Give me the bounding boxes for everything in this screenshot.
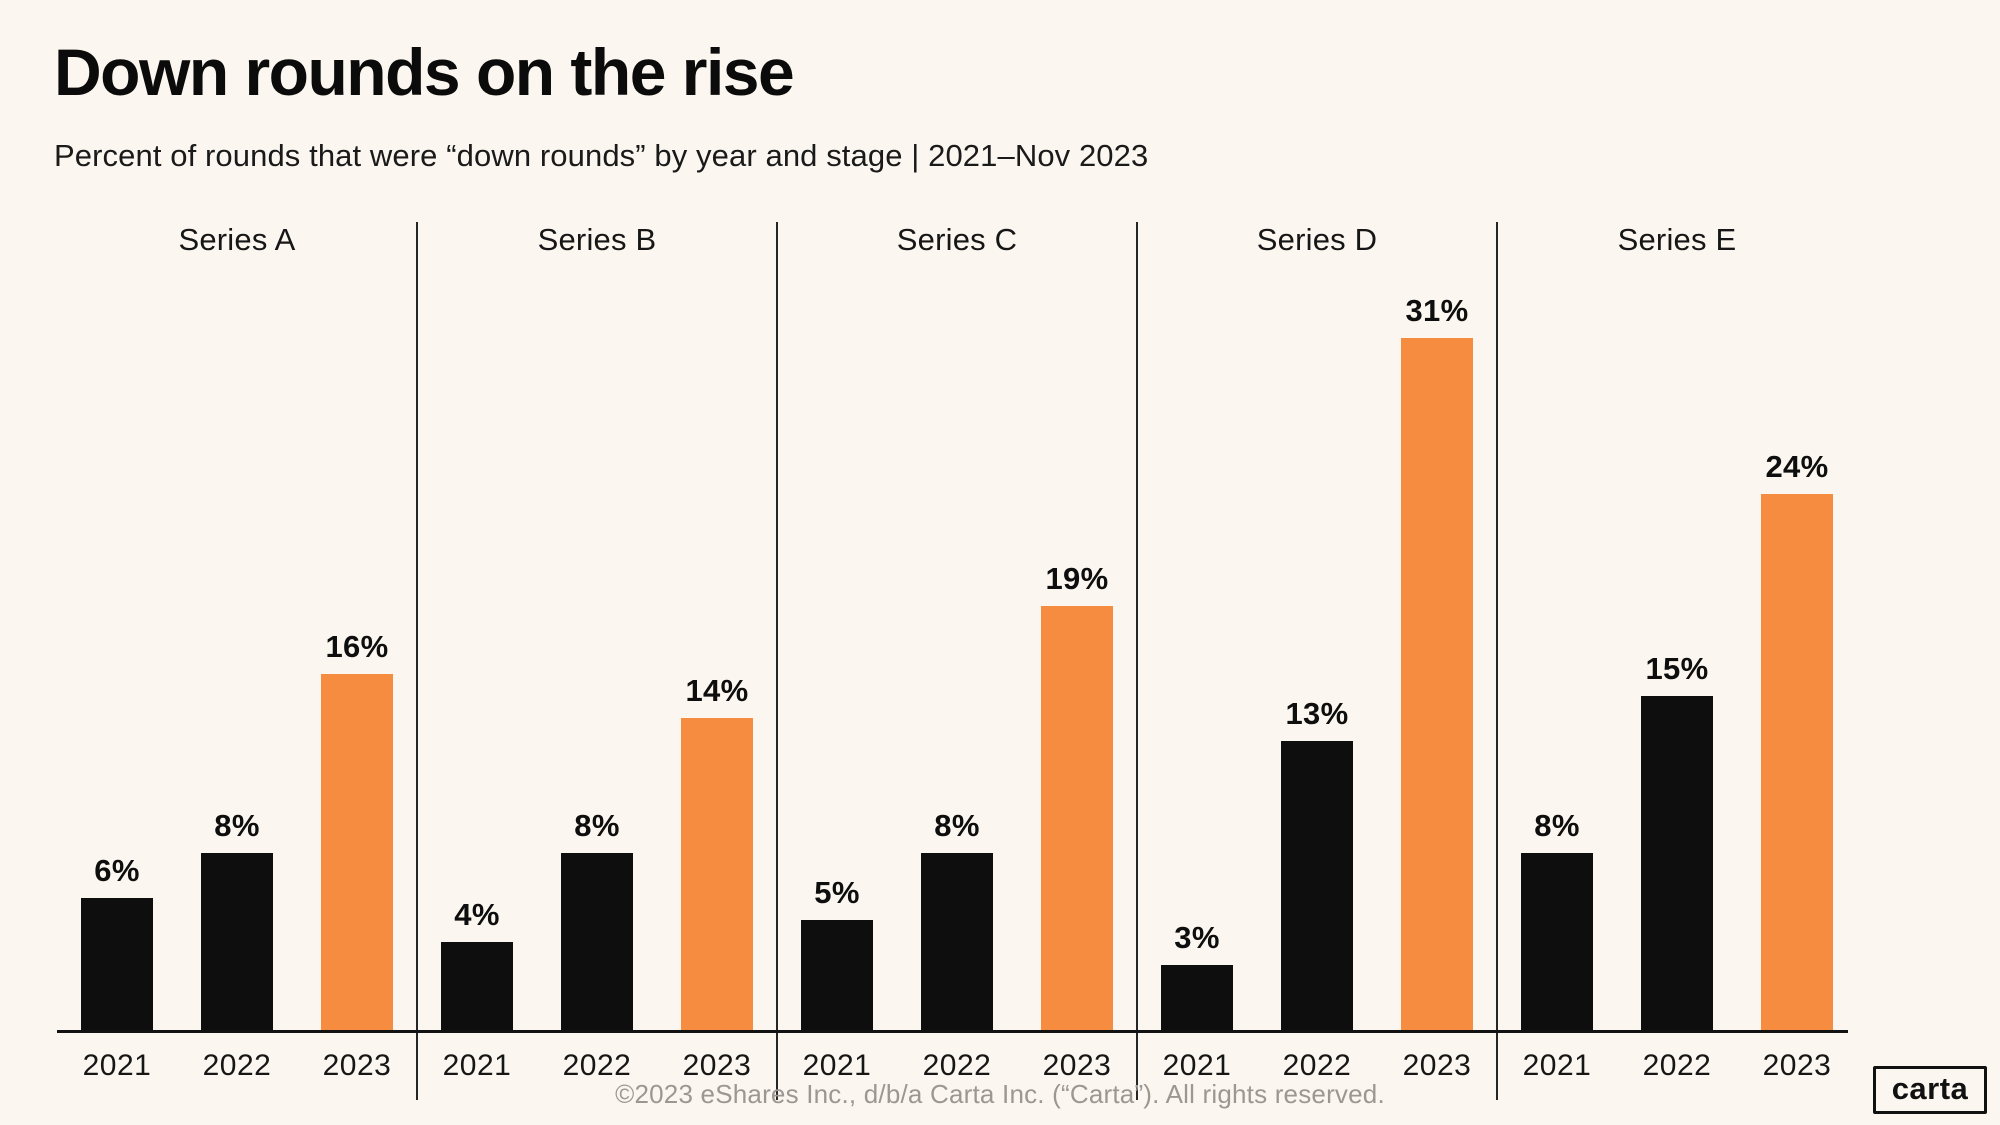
x-tick-label: 2023 <box>1402 1049 1472 1082</box>
chart-title: Down rounds on the rise <box>54 35 795 109</box>
panel-divider <box>776 222 778 1100</box>
bar-cell-2023: 14% <box>657 260 777 1032</box>
bar-cell-2022: 8% <box>897 260 1017 1032</box>
panel-divider <box>1136 222 1138 1100</box>
panel-label: Series D <box>1256 222 1378 257</box>
x-tick-row: 2021 2022 2023 <box>1497 1032 1857 1100</box>
x-tick-label: 2023 <box>682 1049 752 1082</box>
x-tick-row: 2021 2022 2023 <box>777 1032 1137 1100</box>
x-tick-label: 2021 <box>1162 1049 1232 1082</box>
bar-value-label: 4% <box>454 897 500 932</box>
bar-series-c-2023 <box>1041 606 1113 1032</box>
bar-cell-2022: 15% <box>1617 260 1737 1032</box>
panel-label: Series E <box>1617 222 1737 257</box>
bar-cell-2023: 24% <box>1737 260 1857 1032</box>
bar-cell-2022: 13% <box>1257 260 1377 1032</box>
bar-series-b-2022 <box>561 853 633 1032</box>
bar-value-label: 3% <box>1174 920 1220 955</box>
panel-series-e: Series E 8% 15% 24% 2021 2022 2023 <box>1497 220 1857 1100</box>
bar-value-label: 6% <box>94 853 140 888</box>
x-tick-label: 2021 <box>82 1049 152 1082</box>
bars-row: 6% 8% 16% <box>57 260 417 1032</box>
x-tick-row: 2021 2022 2023 <box>1137 1032 1497 1100</box>
x-tick-label: 2023 <box>322 1049 392 1082</box>
bar-value-label: 8% <box>574 808 620 843</box>
bar-cell-2022: 8% <box>177 260 297 1032</box>
bar-series-c-2021 <box>801 920 873 1032</box>
panel-label-row: Series C <box>777 220 1137 260</box>
bar-series-a-2021 <box>81 898 153 1032</box>
bar-cell-2022: 8% <box>537 260 657 1032</box>
bars-row: 5% 8% 19% <box>777 260 1137 1032</box>
panel-divider <box>416 222 418 1100</box>
bar-series-e-2023 <box>1761 494 1833 1032</box>
carta-logo: carta <box>1873 1066 1987 1114</box>
x-tick-label: 2022 <box>1282 1049 1352 1082</box>
panel-label: Series A <box>178 222 296 257</box>
x-tick-label: 2022 <box>562 1049 632 1082</box>
bar-series-d-2021 <box>1161 965 1233 1032</box>
bar-cell-2021: 6% <box>57 260 177 1032</box>
panel-label-row: Series B <box>417 220 777 260</box>
bar-cell-2021: 8% <box>1497 260 1617 1032</box>
panel-label-row: Series D <box>1137 220 1497 260</box>
bar-value-label: 14% <box>685 673 749 708</box>
bar-cell-2021: 5% <box>777 260 897 1032</box>
x-axis-line <box>57 1030 1848 1033</box>
bar-value-label: 15% <box>1645 651 1709 686</box>
bar-cell-2023: 19% <box>1017 260 1137 1032</box>
bar-series-d-2022 <box>1281 741 1353 1032</box>
bars-row: 4% 8% 14% <box>417 260 777 1032</box>
bar-value-label: 8% <box>934 808 980 843</box>
bars-row: 8% 15% 24% <box>1497 260 1857 1032</box>
carta-logo-text: carta <box>1891 1071 1969 1106</box>
x-tick-row: 2021 2022 2023 <box>57 1032 417 1100</box>
bar-value-label: 5% <box>814 875 860 910</box>
panel-series-a: Series A 6% 8% 16% 2021 2022 2023 <box>57 220 418 1100</box>
x-tick-label: 2022 <box>202 1049 272 1082</box>
x-tick-label: 2021 <box>802 1049 872 1082</box>
x-tick-label: 2021 <box>442 1049 512 1082</box>
bar-cell-2023: 31% <box>1377 260 1497 1032</box>
panel-series-c: Series C 5% 8% 19% 2021 2022 2023 <box>777 220 1138 1100</box>
x-tick-label: 2023 <box>1762 1049 1832 1082</box>
panel-label: Series C <box>896 222 1018 257</box>
bar-cell-2021: 4% <box>417 260 537 1032</box>
bar-value-label: 8% <box>1534 808 1580 843</box>
bar-value-label: 13% <box>1285 696 1349 731</box>
x-tick-label: 2023 <box>1042 1049 1112 1082</box>
bar-chart: Series A 6% 8% 16% 2021 2022 2023 Series B 4% 8% 1… <box>57 220 1848 1100</box>
x-tick-label: 2021 <box>1522 1049 1592 1082</box>
bar-series-a-2023 <box>321 674 393 1032</box>
bar-series-c-2022 <box>921 853 993 1032</box>
x-tick-label: 2022 <box>922 1049 992 1082</box>
bar-series-a-2022 <box>201 853 273 1032</box>
chart-subtitle: Percent of rounds that were “down rounds… <box>54 138 1149 173</box>
bar-series-e-2022 <box>1641 696 1713 1032</box>
x-tick-row: 2021 2022 2023 <box>417 1032 777 1100</box>
panel-label: Series B <box>537 222 657 257</box>
bar-series-b-2023 <box>681 718 753 1032</box>
bar-value-label: 16% <box>325 629 389 664</box>
bar-value-label: 8% <box>214 808 260 843</box>
panel-label-row: Series E <box>1497 220 1857 260</box>
bar-series-e-2021 <box>1521 853 1593 1032</box>
bar-cell-2021: 3% <box>1137 260 1257 1032</box>
panel-series-b: Series B 4% 8% 14% 2021 2022 2023 <box>417 220 778 1100</box>
copyright-footer: ©2023 eShares Inc., d/b/a Carta Inc. (“C… <box>615 1079 1385 1109</box>
x-tick-label: 2022 <box>1642 1049 1712 1082</box>
panel-divider <box>1496 222 1498 1100</box>
bar-value-label: 31% <box>1405 293 1469 328</box>
panel-label-row: Series A <box>57 220 417 260</box>
bar-cell-2023: 16% <box>297 260 417 1032</box>
bar-value-label: 19% <box>1045 561 1109 596</box>
panel-series-d: Series D 3% 13% 31% 2021 2022 2023 <box>1137 220 1498 1100</box>
bars-row: 3% 13% 31% <box>1137 260 1497 1032</box>
bar-series-d-2023 <box>1401 338 1473 1032</box>
bar-value-label: 24% <box>1765 449 1829 484</box>
bar-series-b-2021 <box>441 942 513 1032</box>
